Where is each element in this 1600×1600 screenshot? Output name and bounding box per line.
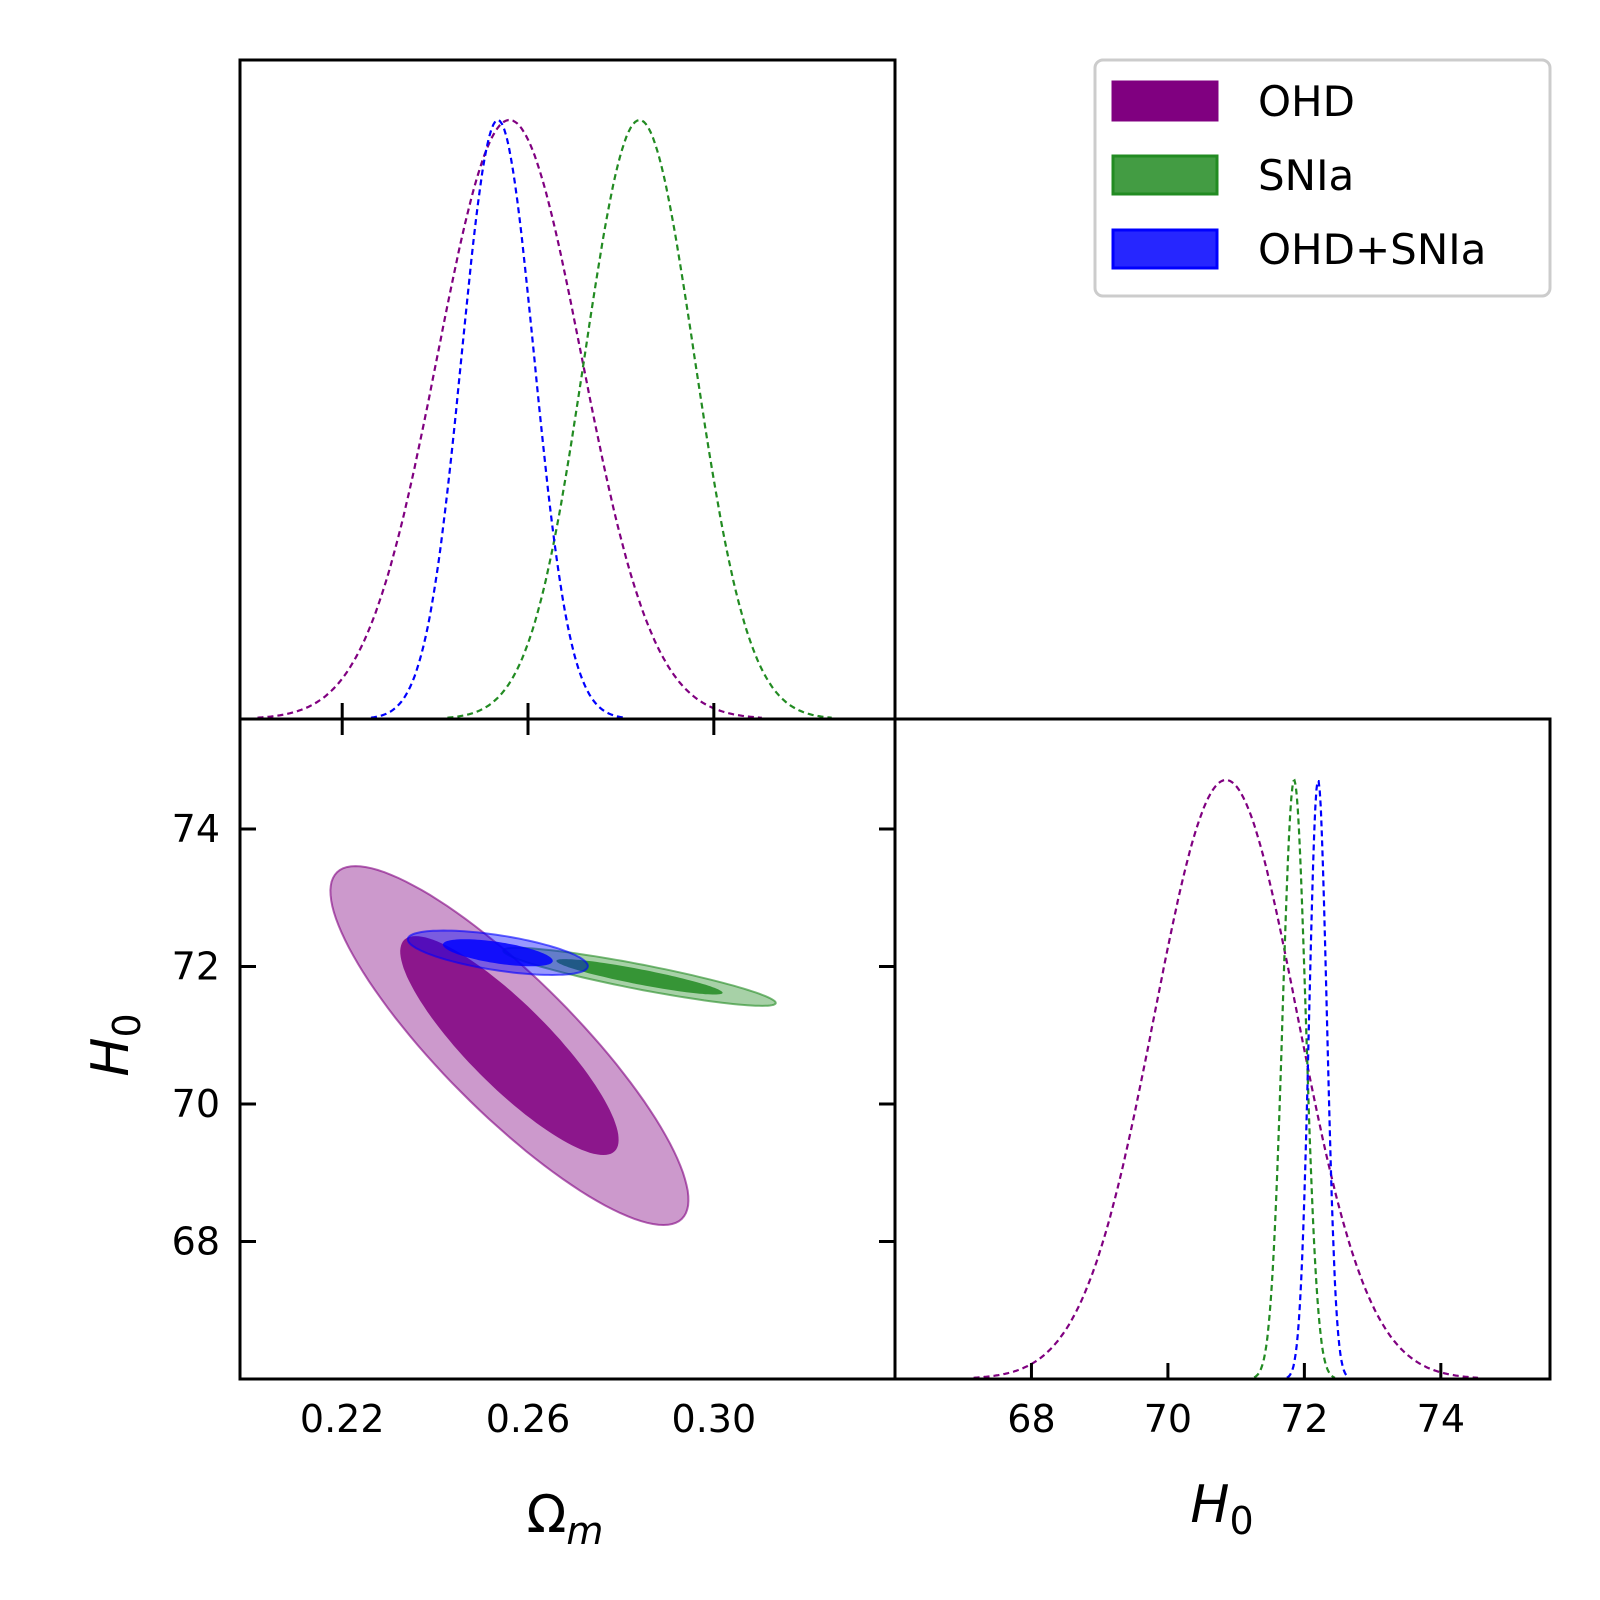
omega-x-tick-label: 0.26	[486, 1397, 571, 1441]
contour-1sigma-ohd-snia	[442, 939, 553, 967]
legend-label-ohd: OHD	[1258, 77, 1355, 126]
omega-x-tick-label: 0.30	[672, 1397, 757, 1441]
contour-1sigma-ohd	[400, 936, 619, 1155]
h0-y-tick-label: 72	[172, 945, 220, 989]
h0-y-tick-label: 74	[172, 807, 220, 851]
h0-subscript: 0	[1229, 1499, 1253, 1543]
legend-swatch-ohd	[1111, 80, 1219, 122]
contour-1sigma-snia	[556, 959, 723, 995]
legend-swatch-ohd-snia	[1111, 228, 1219, 270]
omega-1d-curves	[257, 118, 832, 719]
contour-x-axis-label: Ωm	[527, 1485, 604, 1553]
h0-x-tick-label: 72	[1280, 1397, 1328, 1441]
h0-curve-ohd-snia	[1286, 780, 1350, 1379]
omega-curve-ohd-snia	[370, 118, 625, 719]
h0-1d-curves	[973, 778, 1479, 1379]
h0-1d-panel-frame	[893, 717, 1552, 1381]
h0-curve-snia	[1253, 778, 1336, 1379]
contour-y-axis-label: H0	[81, 1013, 149, 1076]
legend-label-ohd-snia: OHD+SNIa	[1258, 225, 1486, 274]
h0-y-symbol: H	[81, 1038, 141, 1077]
h0-symbol: H	[1190, 1475, 1229, 1535]
legend-label-snia: SNIa	[1258, 151, 1354, 200]
omega-symbol: Ω	[527, 1485, 567, 1545]
h0-x-axis-label: H0	[1190, 1475, 1253, 1543]
h0-curve-ohd	[973, 778, 1479, 1379]
omega-subscript: m	[566, 1509, 603, 1553]
h0-x-tick-label: 74	[1417, 1397, 1465, 1441]
legend: OHD SNIa OHD+SNIa	[1093, 58, 1552, 298]
h0-x-tick-label: 70	[1144, 1397, 1192, 1441]
legend-swatch-snia	[1111, 154, 1219, 196]
tick-labels: 0.22 0.26 0.30 68 70 72 74 68 70 72 74	[172, 807, 1465, 1441]
omega-x-tick-label: 0.22	[300, 1397, 385, 1441]
omega-curve-ohd	[257, 118, 762, 719]
contour-regions	[329, 865, 777, 1227]
h0-x-tick-label: 68	[1007, 1397, 1055, 1441]
axis-ticks	[240, 703, 1443, 1379]
h0-y-tick-label: 70	[172, 1082, 220, 1126]
h0-y-tick-label: 68	[172, 1220, 220, 1264]
h0-y-subscript: 0	[105, 1013, 149, 1037]
